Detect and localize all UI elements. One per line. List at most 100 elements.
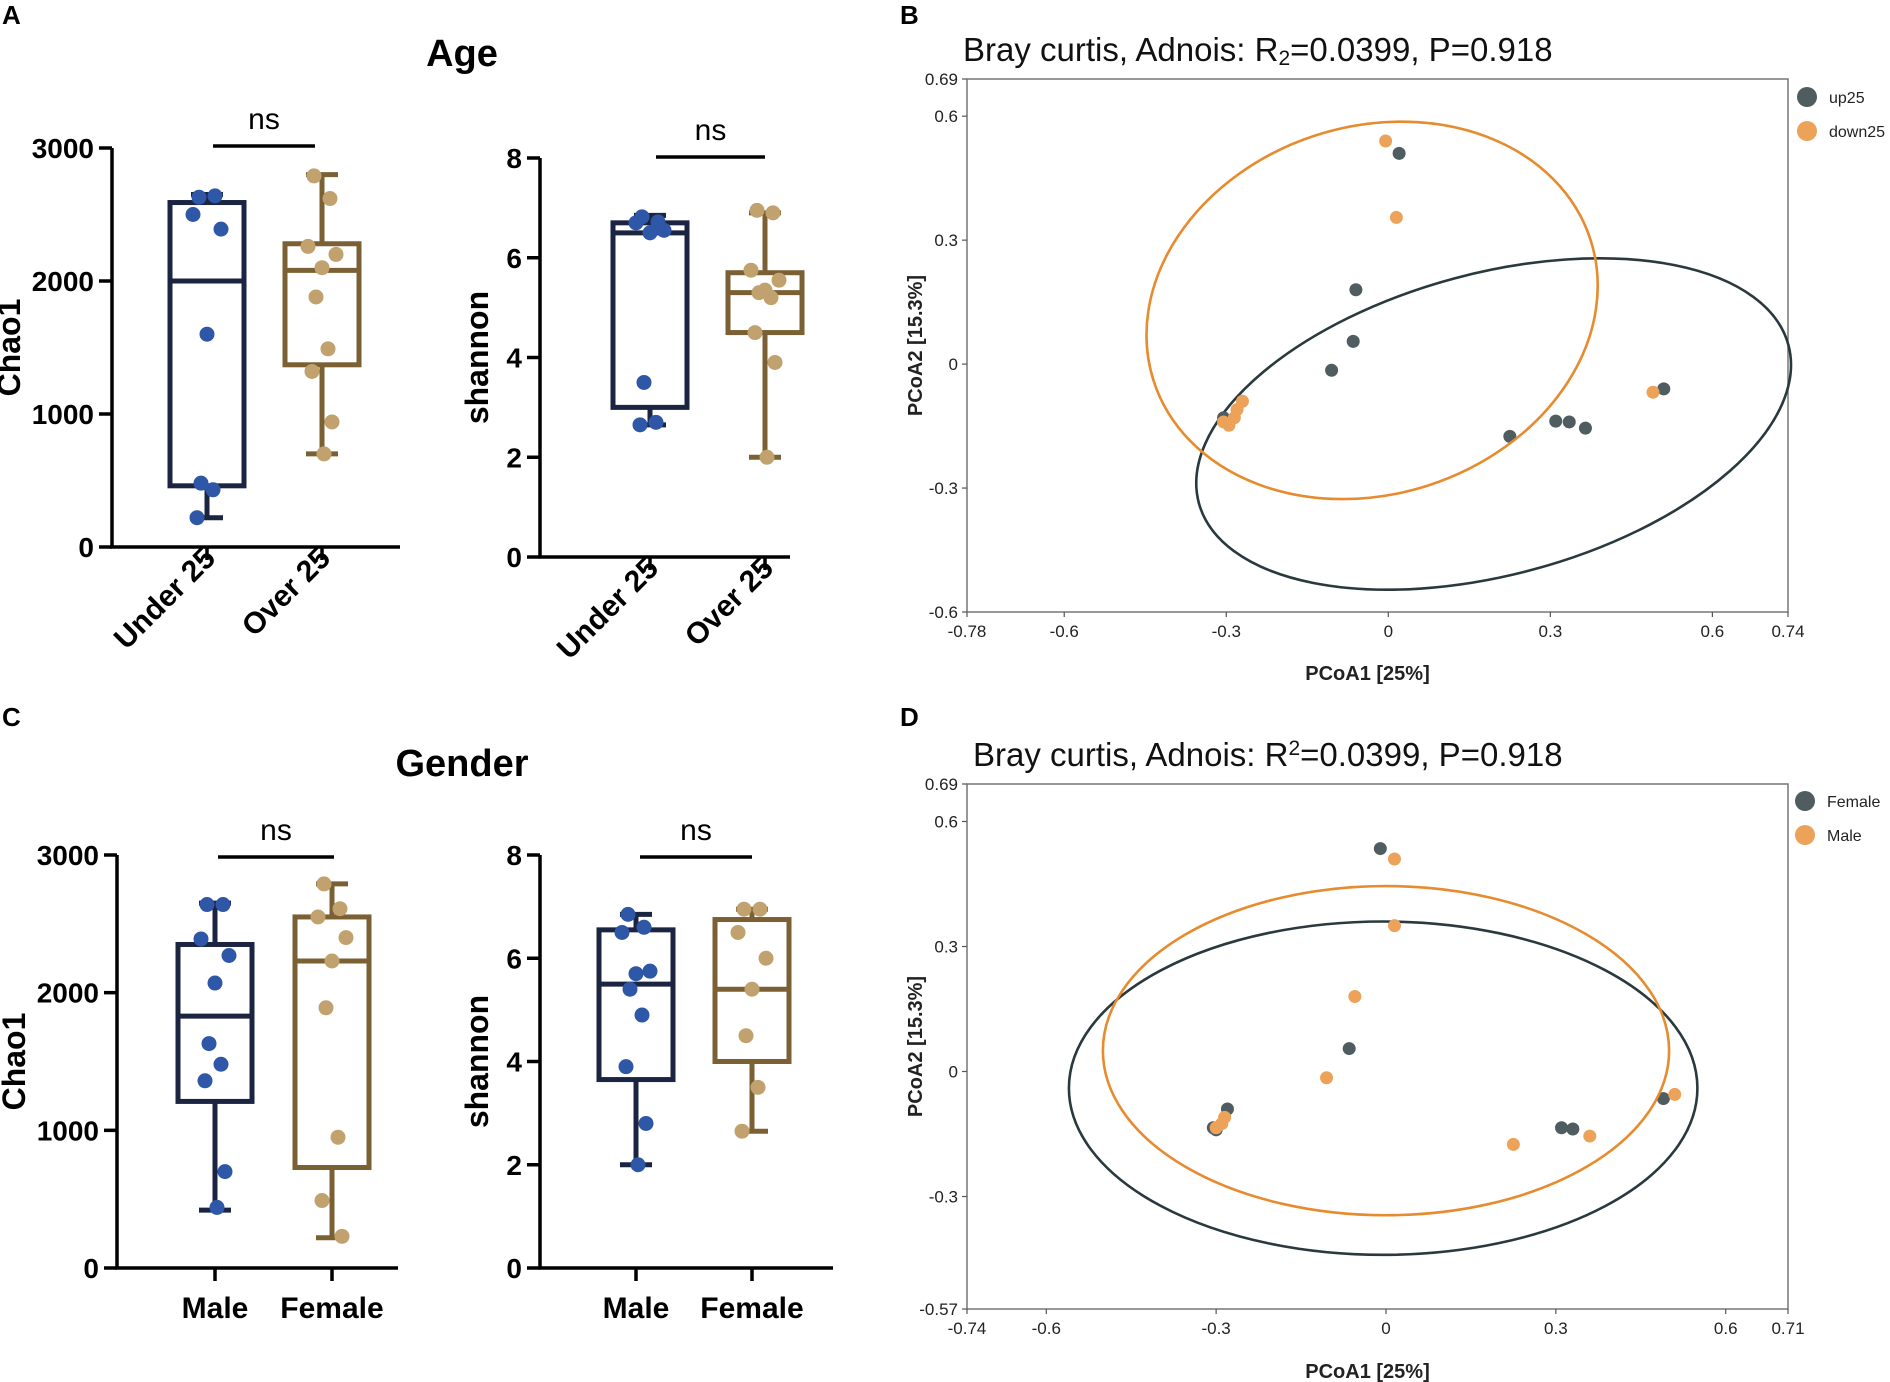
confidence-ellipse [1067,920,1699,1257]
x-tick-label: 0.3 [1539,622,1563,641]
x-tick-label: Under 25 [551,552,665,666]
chart-b: Bray curtis, Adnois: R2=0.0399, P=0.918 -… [905,31,1885,685]
data-point [634,1007,650,1023]
panel-c-heading: Gender [395,743,528,785]
data-point [743,262,759,278]
data-point [736,901,752,917]
y-tick-label: 0.3 [934,938,958,957]
x-axis: -0.74 -0.6 -0.3 0 0.3 0.6 0.71 PCoA1 [25%] [948,1309,1805,1382]
data-point [618,1059,634,1075]
y-tick-label: 0 [949,355,958,374]
data-point [330,1129,346,1145]
iqr-box [610,220,690,410]
title-text: =0.0399, P=0.918 [1290,31,1552,68]
plot-frame [966,78,1789,613]
x-tick-label: 0.3 [1544,1319,1568,1338]
y-tick-label: 1000 [37,1115,99,1146]
y-tick-label: 4 [506,343,522,374]
data-point [1342,1042,1356,1056]
data-point [1373,842,1387,856]
data-point [614,924,630,940]
data-point [747,325,763,341]
data-point [1668,1087,1682,1101]
legend-label: Male [1827,828,1862,845]
series-female [1067,842,1699,1257]
chart-title: Bray curtis, Adnois: R2=0.0399, P=0.918 [973,736,1563,773]
data-point [738,1028,754,1044]
data-point [197,1073,213,1089]
significance: ns [213,103,315,148]
data-point [1346,334,1360,348]
y-tick-label: 3000 [37,840,99,871]
data-point [749,202,765,218]
iqr-box [167,200,247,489]
x-tick-label: -0.6 [1032,1319,1061,1338]
y-tick-label: -0.3 [929,479,958,498]
x-tick-label: -0.3 [1201,1319,1230,1338]
box-female [292,876,372,1244]
x-tick-label: 0 [1381,1319,1390,1338]
y-tick-label: 0 [78,532,94,563]
y-tick-label: 2 [506,1150,522,1181]
chart-a2: 0 2 4 6 8 shannon Under 25 Over 25 ns [459,114,805,666]
data-point [324,953,340,969]
iqr-box [175,941,255,1104]
data-point [1562,415,1576,429]
legend-item-up25: up25 [1797,87,1865,107]
plot-frame [966,783,1789,1310]
data-point [314,260,330,276]
data-point [622,981,638,997]
data-point [328,246,344,262]
y-axis-label: shannon [459,291,495,424]
y-tick-label: 0.6 [934,813,958,832]
data-point [1235,394,1249,408]
y-tick-label: -0.6 [929,603,958,622]
chart-d: Bray curtis, Adnois: R2=0.0399, P=0.918 -… [905,736,1880,1382]
data-point [308,289,324,305]
box-male [596,906,676,1173]
data-point [191,189,207,205]
box-female [712,901,792,1139]
x-tick-label: -0.74 [948,1319,987,1338]
x-tick-label: Female [280,1292,383,1325]
series-up25 [1194,146,1793,592]
data-point [632,417,648,433]
x-tick-label: -0.3 [1212,622,1241,641]
x-tick-label: Under 25 [108,542,222,656]
panel-a-letter: A [2,0,21,30]
x-tick-label: Male [182,1292,249,1325]
legend-label: down25 [1829,124,1885,141]
x-axis-label: PCoA1 [25%] [1305,1361,1429,1382]
data-point [750,1079,766,1095]
x-axis-label: PCoA1 [25%] [1305,663,1429,685]
panel-b-letter: B [900,0,919,30]
y-axis: 0 1000 2000 3000 Chao1 [0,133,114,563]
data-point [1578,421,1592,435]
data-point [628,966,644,982]
data-point [304,363,320,379]
y-tick-label: 3000 [32,133,94,164]
y-axis-label: Chao1 [0,1013,32,1111]
data-point [1646,385,1660,399]
data-point [215,897,231,913]
data-point [334,1228,350,1244]
data-point [771,272,787,288]
data-point [322,191,338,207]
y-tick-label: 8 [506,840,522,871]
data-point [730,924,746,940]
panel-d-letter: D [900,702,919,732]
legend-item-female: Female [1795,791,1880,811]
y-tick-label: 0.69 [925,775,958,794]
x-axis: Under 25 Over 25 [538,552,790,666]
series-down25 [1145,120,1660,501]
significance: ns [640,814,752,859]
data-point [648,414,664,430]
chart-a1: 0 1000 2000 3000 Chao1 Under 25 Over 25 ns [0,103,400,656]
y-tick-label: 2 [506,442,522,473]
y-axis: 0.69 0.6 0.3 0 -0.3 -0.6 PCoA2 [15.3%] [905,70,967,622]
title-text: Bray curtis, Adnois: R [963,31,1278,68]
data-point [1657,382,1671,396]
data-point [199,326,215,342]
data-point [213,221,229,237]
data-point [638,1115,654,1131]
